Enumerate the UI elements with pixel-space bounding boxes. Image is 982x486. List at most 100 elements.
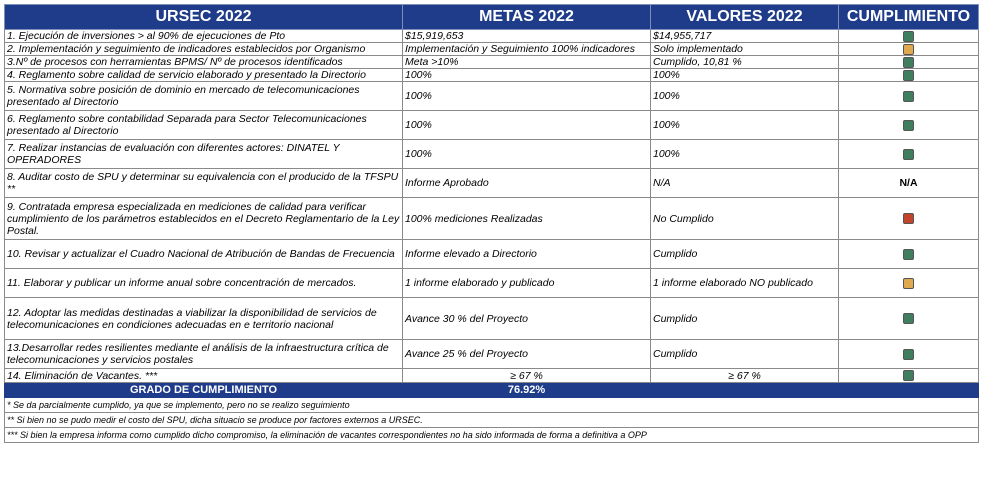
- valor-cell: 100%: [650, 110, 839, 140]
- status-cell: N/A: [838, 168, 979, 198]
- item-cell: 8. Auditar costo de SPU y determinar su …: [4, 168, 403, 198]
- valor-cell: Solo implementado: [650, 42, 839, 56]
- meta-cell: Informe Aprobado: [402, 168, 651, 198]
- valor-cell: $14,955,717: [650, 29, 839, 43]
- table-row: 6. Reglamento sobre contabilidad Separad…: [4, 110, 979, 140]
- compliance-report: URSEC 2022 METAS 2022 VALORES 2022 CUMPL…: [4, 4, 979, 443]
- meta-cell: 100%: [402, 110, 651, 140]
- total-empty: [838, 382, 979, 398]
- item-cell: 10. Revisar y actualizar el Cuadro Nacio…: [4, 239, 403, 269]
- item-cell: 9. Contratada empresa especializada en m…: [4, 197, 403, 240]
- status-indicator-icon: [903, 213, 914, 225]
- table-row: 9. Contratada empresa especializada en m…: [4, 197, 979, 240]
- table-row: 2. Implementación y seguimiento de indic…: [4, 42, 979, 56]
- meta-cell: 1 informe elaborado y publicado: [402, 268, 651, 298]
- status-cell: [838, 42, 979, 56]
- status-indicator-icon: [903, 56, 914, 68]
- status-indicator-icon: [903, 148, 914, 160]
- table-row: 5. Normativa sobre posición de dominio e…: [4, 81, 979, 111]
- footnote-row: *** Si bien la empresa informa como cump…: [4, 427, 979, 443]
- status-indicator-icon: [903, 313, 914, 325]
- status-cell: [838, 339, 979, 369]
- total-value: 76.92%: [402, 382, 651, 398]
- valor-cell: Cumplido: [650, 339, 839, 369]
- table-row: 4. Reglamento sobre calidad de servicio …: [4, 68, 979, 82]
- table-row: 1. Ejecución de inversiones > al 90% de …: [4, 29, 979, 43]
- status-cell: [838, 197, 979, 240]
- status-indicator-icon: [903, 370, 914, 382]
- valor-cell: 100%: [650, 139, 839, 169]
- status-indicator-icon: [903, 30, 914, 42]
- total-empty: [650, 382, 839, 398]
- meta-cell: Informe elevado a Directorio: [402, 239, 651, 269]
- status-cell: [838, 139, 979, 169]
- status-cell: [838, 297, 979, 340]
- status-cell: [838, 81, 979, 111]
- total-label: GRADO DE CUMPLIMIENTO: [4, 382, 403, 398]
- item-cell: 2. Implementación y seguimiento de indic…: [4, 42, 403, 56]
- table-row: 13.Desarrollar redes resilientes mediant…: [4, 339, 979, 369]
- footnote: *** Si bien la empresa informa como cump…: [4, 427, 979, 443]
- status-indicator-icon: [903, 119, 914, 131]
- meta-cell: 100% mediciones Realizadas: [402, 197, 651, 240]
- item-cell: 12. Adoptar las medidas destinadas a via…: [4, 297, 403, 340]
- valor-cell: 1 informe elaborado NO publicado: [650, 268, 839, 298]
- valor-cell: Cumplido, 10,81 %: [650, 55, 839, 69]
- table-row: 8. Auditar costo de SPU y determinar su …: [4, 168, 979, 198]
- status-cell: [838, 268, 979, 298]
- status-indicator-icon: [903, 90, 914, 102]
- meta-cell: Avance 25 % del Proyecto: [402, 339, 651, 369]
- meta-cell: 100%: [402, 68, 651, 82]
- table-row: 10. Revisar y actualizar el Cuadro Nacio…: [4, 239, 979, 269]
- status-indicator-icon: [903, 248, 914, 260]
- meta-cell: 100%: [402, 81, 651, 111]
- header-row: URSEC 2022 METAS 2022 VALORES 2022 CUMPL…: [4, 4, 979, 30]
- header-metas: METAS 2022: [402, 4, 651, 30]
- item-cell: 14. Eliminación de Vacantes. ***: [4, 368, 403, 383]
- status-indicator-icon: [903, 43, 914, 55]
- item-cell: 4. Reglamento sobre calidad de servicio …: [4, 68, 403, 82]
- header-ursec: URSEC 2022: [4, 4, 403, 30]
- footnote: ** Si bien no se pudo medir el costo del…: [4, 412, 979, 428]
- meta-cell: Meta >10%: [402, 55, 651, 69]
- total-row: GRADO DE CUMPLIMIENTO 76.92%: [4, 382, 979, 398]
- valor-cell: No Cumplido: [650, 197, 839, 240]
- table-row: 14. Eliminación de Vacantes. *** ≥ 67 % …: [4, 368, 979, 383]
- valor-cell: N/A: [650, 168, 839, 198]
- item-cell: 13.Desarrollar redes resilientes mediant…: [4, 339, 403, 369]
- table-row: 12. Adoptar las medidas destinadas a via…: [4, 297, 979, 340]
- footnote-row: * Se da parcialmente cumplido, ya que se…: [4, 397, 979, 413]
- header-cumplimiento: CUMPLIMIENTO: [838, 4, 979, 30]
- valor-cell: Cumplido: [650, 239, 839, 269]
- compliance-table: URSEC 2022 METAS 2022 VALORES 2022 CUMPL…: [4, 4, 979, 443]
- status-cell: [838, 239, 979, 269]
- valor-cell: ≥ 67 %: [650, 368, 839, 383]
- item-cell: 11. Elaborar y publicar un informe anual…: [4, 268, 403, 298]
- item-cell: 5. Normativa sobre posición de dominio e…: [4, 81, 403, 111]
- table-row: 11. Elaborar y publicar un informe anual…: [4, 268, 979, 298]
- meta-cell: ≥ 67 %: [402, 368, 651, 383]
- status-indicator-icon: [903, 69, 914, 81]
- meta-cell: Avance 30 % del Proyecto: [402, 297, 651, 340]
- footnote-row: ** Si bien no se pudo medir el costo del…: [4, 412, 979, 428]
- item-cell: 3.Nº de procesos con herramientas BPMS/ …: [4, 55, 403, 69]
- meta-cell: 100%: [402, 139, 651, 169]
- table-row: 3.Nº de procesos con herramientas BPMS/ …: [4, 55, 979, 69]
- status-indicator-icon: [903, 277, 914, 289]
- item-cell: 1. Ejecución de inversiones > al 90% de …: [4, 29, 403, 43]
- valor-cell: Cumplido: [650, 297, 839, 340]
- meta-cell: Implementación y Seguimiento 100% indica…: [402, 42, 651, 56]
- status-cell: [838, 68, 979, 82]
- header-valores: VALORES 2022: [650, 4, 839, 30]
- status-cell: [838, 110, 979, 140]
- meta-cell: $15,919,653: [402, 29, 651, 43]
- item-cell: 6. Reglamento sobre contabilidad Separad…: [4, 110, 403, 140]
- valor-cell: 100%: [650, 81, 839, 111]
- footnote: * Se da parcialmente cumplido, ya que se…: [4, 397, 979, 413]
- status-indicator-icon: [903, 348, 914, 360]
- valor-cell: 100%: [650, 68, 839, 82]
- status-cell: [838, 55, 979, 69]
- status-cell: [838, 29, 979, 43]
- status-cell: [838, 368, 979, 383]
- table-row: 7. Realizar instancias de evaluación con…: [4, 139, 979, 169]
